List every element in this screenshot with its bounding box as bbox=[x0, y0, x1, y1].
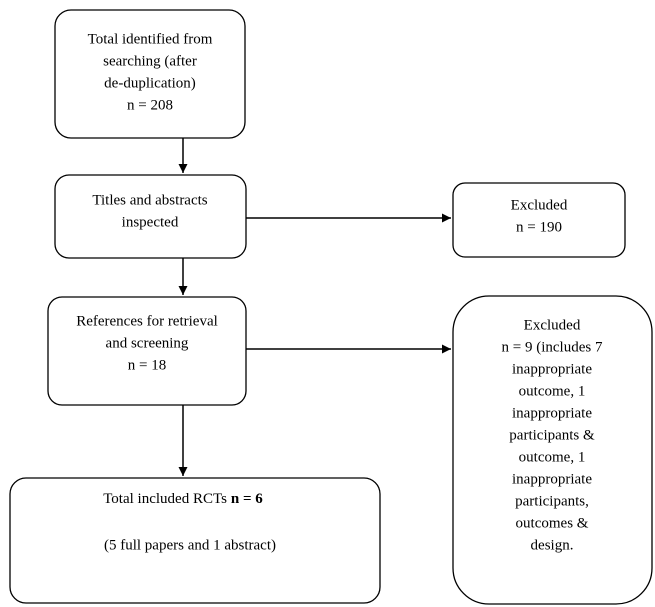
box-excluded-1 bbox=[452, 182, 626, 258]
node-text: design. bbox=[531, 537, 574, 553]
node-text: de-duplication) bbox=[104, 75, 196, 91]
node-text: participants & bbox=[509, 427, 595, 443]
node-text: Titles and abstracts bbox=[92, 192, 207, 208]
node-text: and screening bbox=[106, 335, 189, 351]
node-text: outcome, 1 bbox=[519, 383, 586, 399]
included-note: (5 full papers and 1 abstract) bbox=[104, 537, 276, 553]
node-text: Excluded bbox=[524, 317, 581, 333]
node-text: inspected bbox=[122, 214, 179, 230]
node-text: inappropriate bbox=[512, 471, 592, 487]
node-text: inappropriate bbox=[512, 405, 592, 421]
included-label: Total included RCTs bbox=[103, 491, 227, 507]
node-text: Total identified from bbox=[88, 31, 213, 47]
node-text: outcomes & bbox=[516, 515, 589, 531]
box-included bbox=[9, 477, 381, 604]
box-screened bbox=[54, 174, 247, 259]
node-text: Excluded bbox=[511, 197, 568, 213]
included-line: Total included RCTs n = 6 bbox=[103, 491, 263, 507]
node-text: n = 190 bbox=[516, 219, 562, 235]
node-text: outcome, 1 bbox=[519, 449, 586, 465]
node-text: n = 18 bbox=[128, 357, 166, 373]
node-text: searching (after bbox=[103, 53, 197, 69]
box-excluded-2 bbox=[452, 295, 653, 605]
node-text: participants, bbox=[515, 493, 589, 509]
node-text: n = 9 (includes 7 bbox=[502, 339, 603, 355]
node-text: n = 208 bbox=[127, 97, 173, 113]
box-retrieval bbox=[47, 296, 247, 406]
node-text: inappropriate bbox=[512, 361, 592, 377]
box-identified bbox=[54, 9, 246, 139]
included-count: n = 6 bbox=[231, 491, 263, 507]
node-text: References for retrieval bbox=[76, 313, 218, 329]
